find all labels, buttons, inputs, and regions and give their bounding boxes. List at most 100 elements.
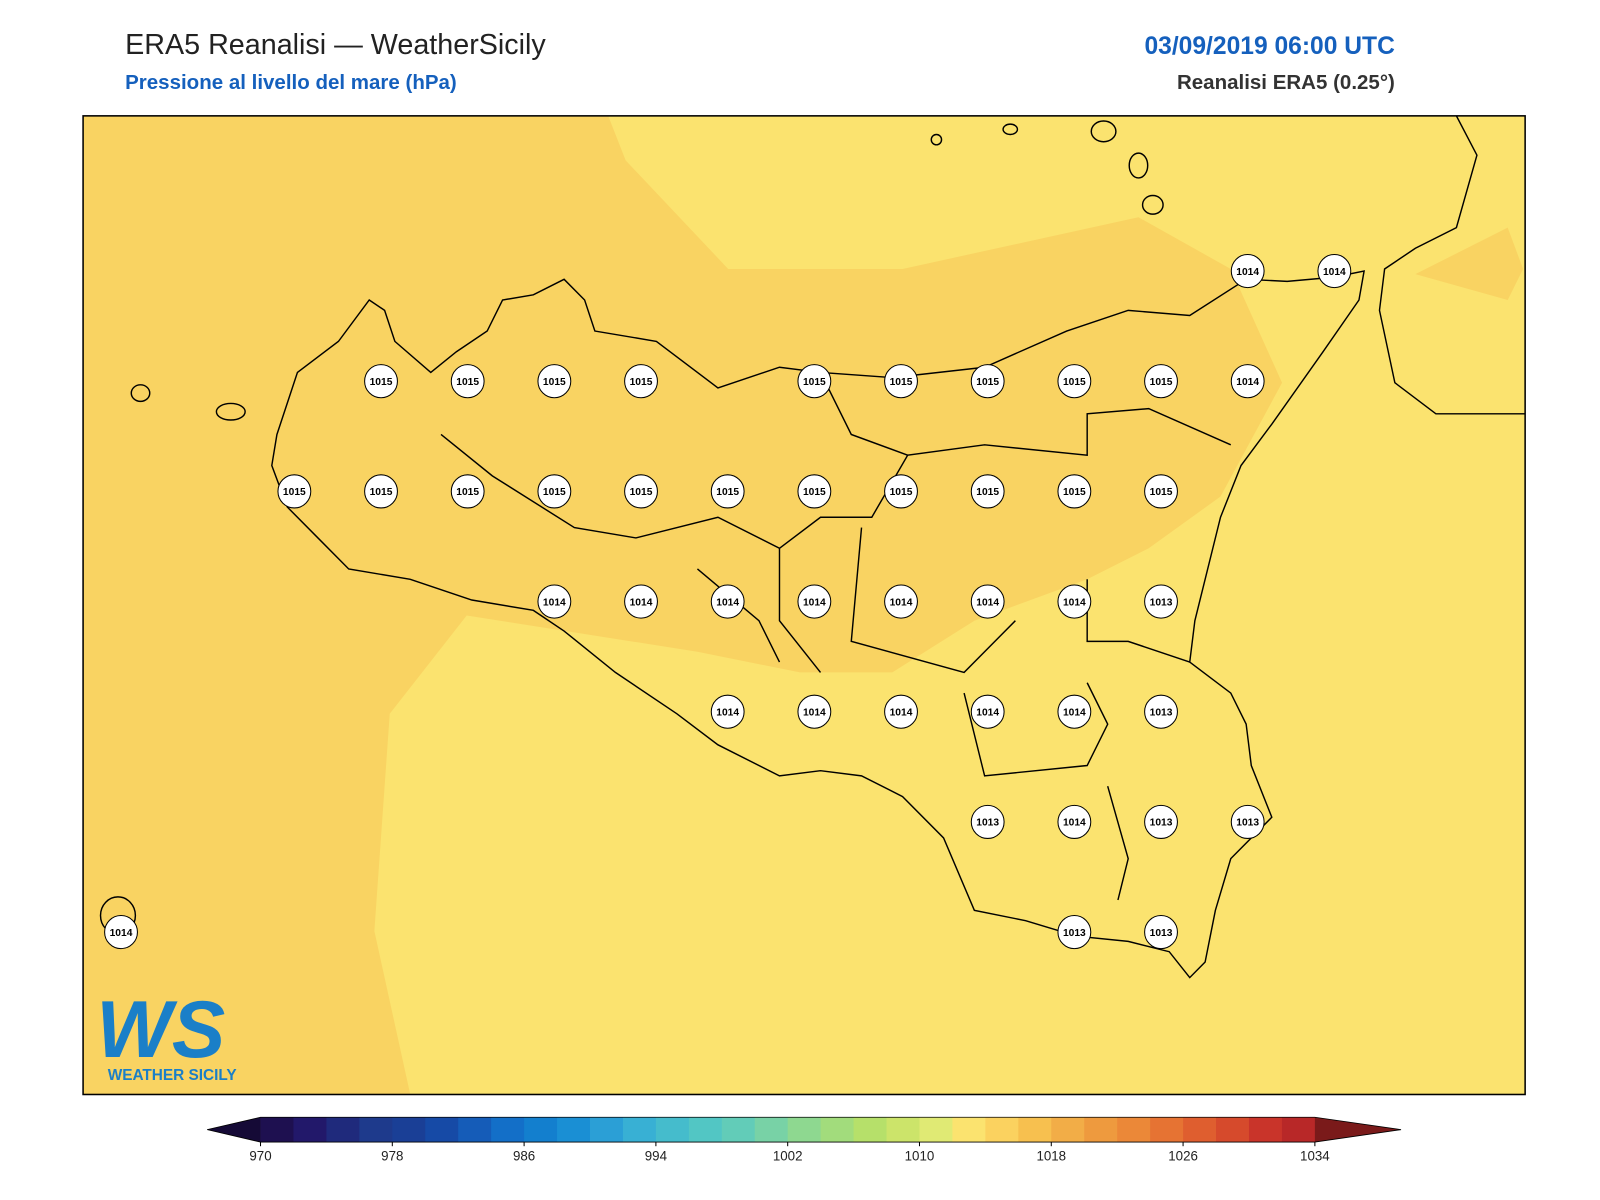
station-marker [1230, 253, 1265, 289]
station-value: 1015 [283, 487, 306, 498]
station-value: 1014 [1236, 267, 1259, 278]
colorbar-tick-label: 1034 [1300, 1149, 1330, 1164]
station-marker [450, 364, 485, 399]
station-value: 1014 [976, 597, 999, 608]
station-marker [1057, 915, 1092, 950]
station-marker [970, 694, 1005, 729]
colorbar-bin [853, 1117, 888, 1143]
station-value: 1014 [1063, 597, 1086, 608]
colorbar-bin [1183, 1117, 1217, 1143]
colorbar-bin [952, 1117, 986, 1143]
colorbar-tick-label: 986 [513, 1149, 535, 1164]
logo-name: WEATHER SICILY [108, 1067, 238, 1084]
station-value: 1013 [1150, 707, 1173, 718]
colorbar-tick-label: 994 [645, 1149, 668, 1164]
station-marker [710, 584, 745, 619]
station-value: 1013 [1150, 597, 1173, 608]
station-marker [1144, 804, 1178, 839]
colorbar-bin [359, 1117, 393, 1143]
colorbar-bin [688, 1117, 723, 1143]
station-value: 1015 [716, 487, 739, 498]
station-value: 1015 [370, 487, 393, 498]
station-value: 1014 [1063, 707, 1086, 718]
colorbar: 970 978 986 994 1002 1010 1018 1026 1034 [207, 1116, 1402, 1164]
station-marker [884, 474, 918, 509]
colorbar-bin [1281, 1117, 1316, 1143]
station-marker [450, 474, 485, 509]
colorbar-bin [1216, 1117, 1250, 1143]
station-value: 1015 [803, 487, 826, 498]
station-value: 1015 [890, 377, 913, 388]
station-marker [624, 364, 658, 399]
station-value: 1014 [976, 707, 999, 718]
colorbar-bin [260, 1117, 294, 1143]
station-value: 1013 [1150, 928, 1173, 939]
station-marker [1230, 804, 1265, 839]
station-marker [624, 474, 658, 509]
station-marker [364, 364, 398, 399]
station-marker [1144, 474, 1178, 509]
station-marker [970, 474, 1005, 509]
station-marker [1144, 584, 1178, 619]
station-marker [624, 584, 658, 619]
station-marker [277, 474, 312, 509]
colorbar-bin [820, 1117, 855, 1143]
colorbar-tick-label: 978 [381, 1149, 403, 1164]
colorbar-extend-max [1314, 1117, 1402, 1143]
station-marker [797, 694, 832, 729]
station-value: 1013 [1150, 818, 1173, 829]
colorbar-bin [622, 1117, 657, 1143]
colorbar-bin [655, 1117, 690, 1143]
colorbar-bin [1117, 1117, 1151, 1143]
station-marker [364, 474, 398, 509]
station-value: 1015 [890, 487, 913, 498]
source: Reanalisi ERA5 (0.25°) [1177, 71, 1395, 94]
field-high [1415, 227, 1524, 300]
station-value: 1013 [976, 818, 999, 829]
colorbar-bin [557, 1117, 591, 1143]
colorbar-tick-label: 1002 [773, 1149, 803, 1164]
colorbar-bin [886, 1117, 920, 1143]
colorbar-bin [1150, 1117, 1184, 1143]
station-value: 1013 [1236, 818, 1259, 829]
station-marker [1057, 804, 1092, 839]
colorbar-bin [754, 1117, 789, 1143]
station-value: 1015 [543, 487, 566, 498]
station-marker [1317, 253, 1352, 289]
colorbar-bin [590, 1117, 624, 1143]
station-value: 1015 [543, 377, 566, 388]
colorbar-bin [1018, 1117, 1052, 1143]
colorbar-bin [425, 1117, 459, 1143]
station-value: 1015 [803, 377, 826, 388]
station-marker [1144, 915, 1178, 950]
station-value: 1015 [630, 487, 653, 498]
colorbar-bin [721, 1117, 756, 1143]
station-marker [970, 804, 1005, 839]
colorbar-bin [491, 1117, 525, 1143]
station-marker [1057, 694, 1092, 729]
station-marker [797, 364, 832, 399]
station-value: 1015 [370, 377, 393, 388]
station-value: 1014 [716, 597, 739, 608]
station-marker [884, 364, 918, 399]
station-marker [537, 584, 572, 619]
station-marker [1144, 694, 1178, 729]
station-value: 1014 [543, 597, 566, 608]
station-value: 1015 [1150, 487, 1173, 498]
station-value: 1015 [976, 377, 999, 388]
colorbar-bin [524, 1117, 558, 1143]
station-marker [1057, 364, 1092, 399]
station-marker [1057, 584, 1092, 619]
colorbar-bin [1248, 1117, 1283, 1143]
station-value: 1015 [1063, 487, 1086, 498]
title: ERA5 Reanalisi — WeatherSicily [125, 29, 546, 61]
colorbar-bin [787, 1117, 822, 1143]
station-value: 1015 [1063, 377, 1086, 388]
date: 03/09/2019 06:00 UTC [1144, 33, 1395, 60]
logo-mark: WS [96, 985, 225, 1075]
station-value: 1013 [1063, 928, 1086, 939]
station-marker [1230, 364, 1265, 399]
map: 1014 1014 1015 1015 1015 1015 1015 1015 1015 1015… [82, 115, 1526, 1096]
station-value: 1015 [1150, 377, 1173, 388]
